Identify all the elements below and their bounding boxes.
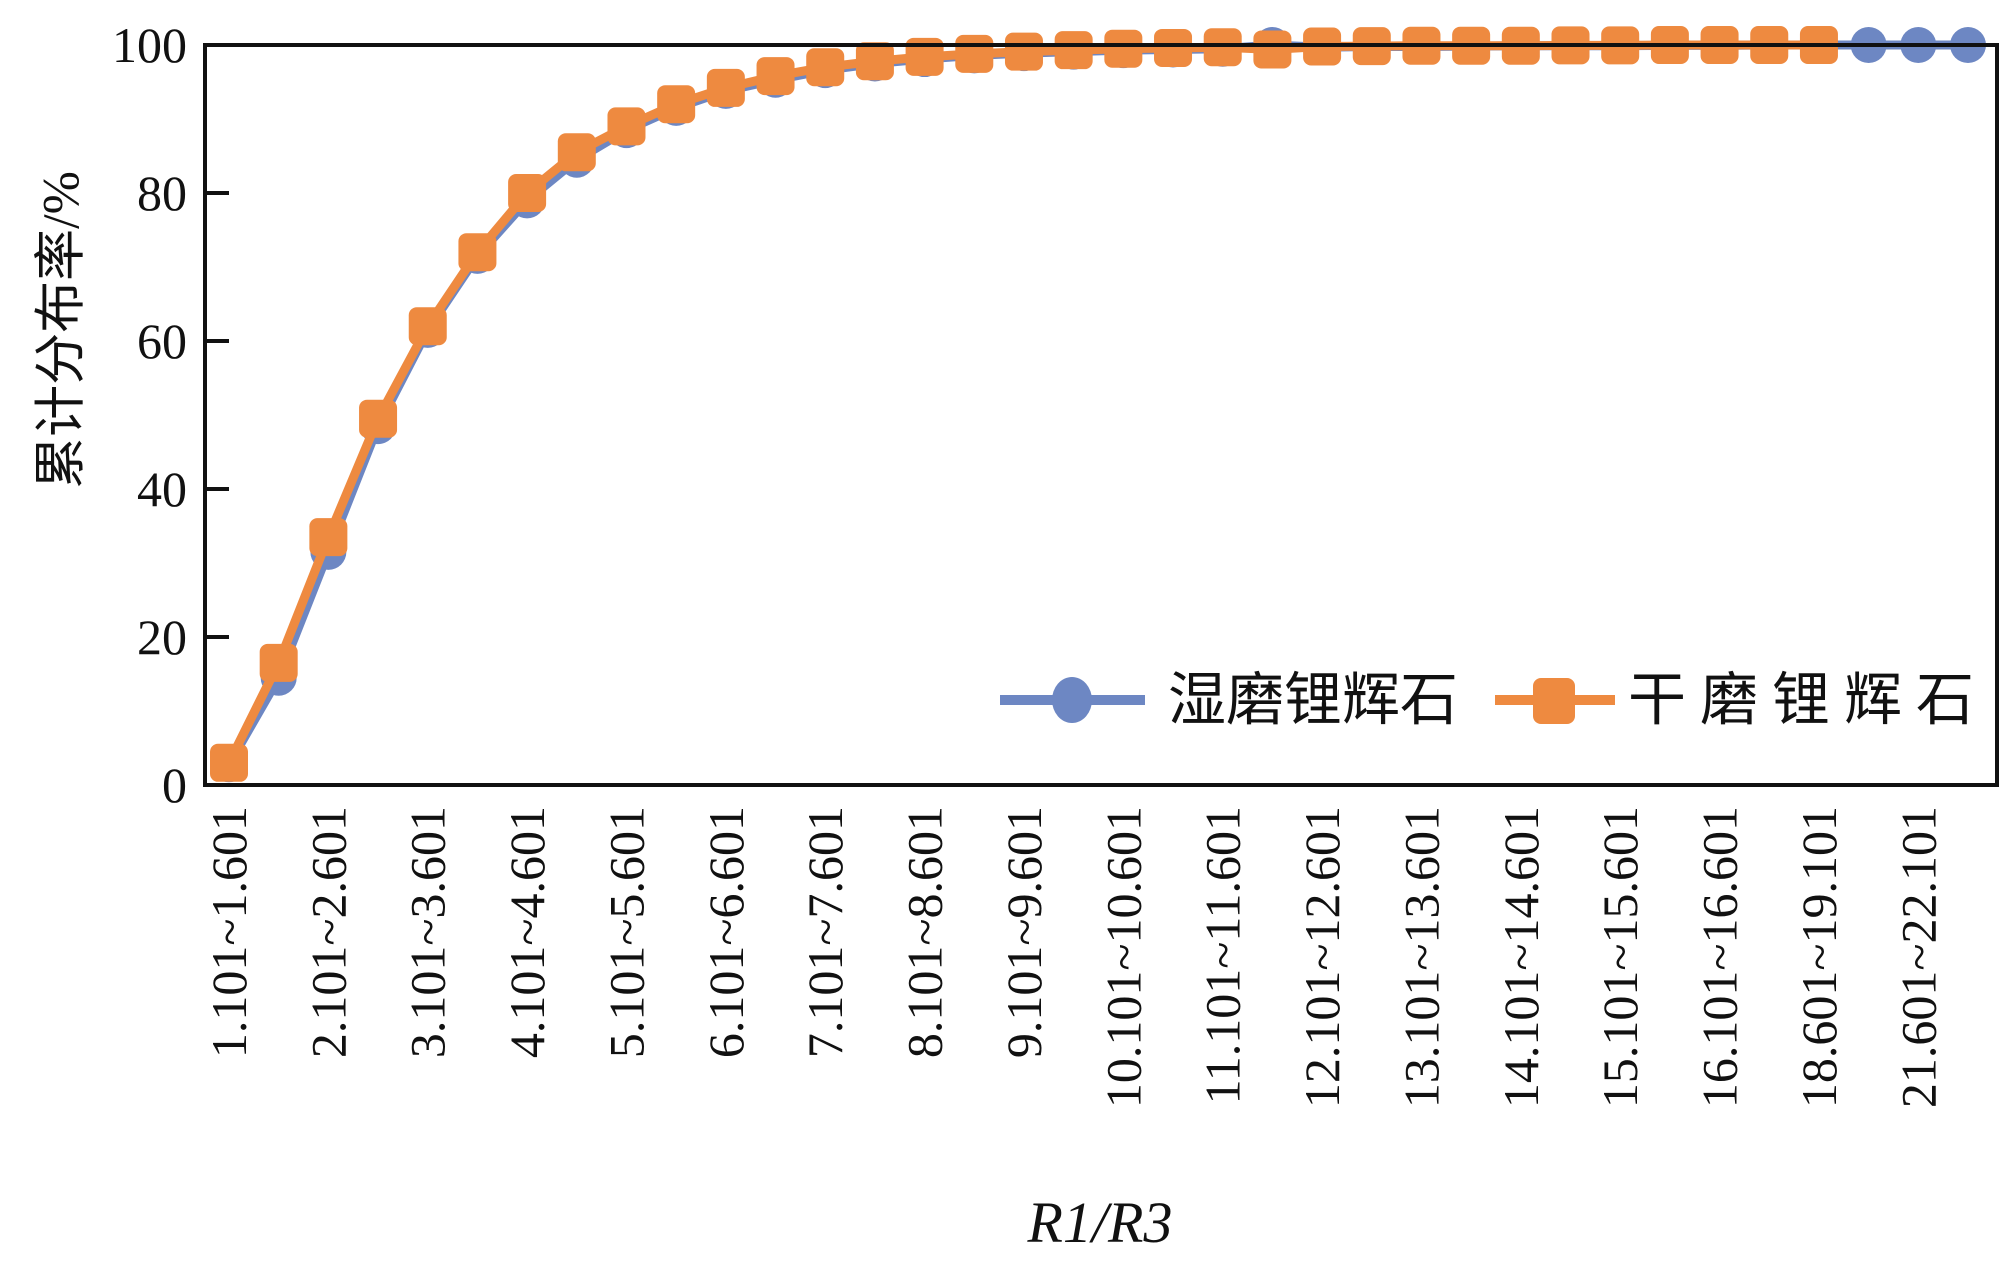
- x-tick-label: 7.101~7.601: [797, 806, 853, 1058]
- data-point-square: [1004, 32, 1043, 71]
- data-point-square: [408, 307, 447, 346]
- data-point-square: [557, 133, 596, 172]
- data-point-square: [955, 34, 994, 73]
- legend-label-wet: 湿磨锂辉石: [1168, 668, 1458, 733]
- legend-item-dry: 干磨锂辉石: [1495, 668, 1988, 733]
- data-point-square: [458, 233, 497, 272]
- series-line-dry: [224, 40, 1824, 768]
- plot-frame: [203, 43, 1999, 787]
- x-tick-label: 6.101~6.601: [698, 806, 754, 1058]
- legend-circle-marker: [1052, 677, 1092, 723]
- x-tick-label: 2.101~2.601: [300, 806, 356, 1058]
- plot-frame-rect: [203, 43, 1999, 787]
- data-point-square: [508, 174, 547, 212]
- axes: 0 20 40 60 80 100 1.101~1.601 2.101~2.601 3.101~…: [112, 17, 1946, 1108]
- y-tick-label: 100: [112, 17, 187, 73]
- y-tick-label: 60: [137, 313, 187, 369]
- data-point-square: [905, 37, 944, 76]
- data-point-square: [1054, 31, 1093, 70]
- data-point-square: [657, 85, 696, 124]
- x-axis-title: R1/R3: [1027, 1190, 1173, 1255]
- data-point-square: [210, 743, 248, 782]
- y-tick-label: 80: [137, 165, 187, 221]
- x-tick-label: 1.101~1.601: [201, 806, 257, 1058]
- x-tick-label: 10.101~10.601: [1095, 806, 1151, 1108]
- y-tick-label: 40: [137, 461, 187, 517]
- x-tick-label: 11.101~11.601: [1195, 806, 1251, 1104]
- data-point-square: [309, 518, 348, 557]
- x-tick-label: 16.101~16.601: [1692, 806, 1748, 1108]
- x-tick-label: 3.101~3.601: [400, 806, 456, 1058]
- data-point-square: [806, 48, 845, 87]
- x-tick-label: 15.101~15.601: [1592, 806, 1648, 1108]
- legend-label-dry: 干磨锂辉石: [1628, 668, 1988, 733]
- x-tick-label: 9.101~9.601: [996, 806, 1052, 1058]
- data-point-square: [1203, 28, 1242, 67]
- data-point-square: [855, 42, 894, 81]
- series-line-wet: [224, 40, 1973, 769]
- data-point-square: [1104, 29, 1143, 68]
- data-point-square: [756, 57, 795, 96]
- x-tick-label: 14.101~14.601: [1493, 806, 1549, 1108]
- x-tick-label: 8.101~8.601: [897, 806, 953, 1058]
- series-dry: [210, 26, 1838, 782]
- data-point-square: [259, 643, 298, 682]
- legend-item-wet: 湿磨锂辉石: [1000, 668, 1458, 733]
- x-tick-label: 12.101~12.601: [1294, 806, 1350, 1108]
- y-tick-label: 20: [137, 609, 187, 665]
- data-point-square: [706, 68, 745, 107]
- data-point-square: [607, 107, 646, 146]
- data-point-square: [1154, 28, 1193, 67]
- x-tick-label: 21.601~22.101: [1890, 806, 1946, 1108]
- x-tick-label: 18.601~19.101: [1791, 806, 1847, 1108]
- x-tick-label: 5.101~5.601: [598, 806, 654, 1058]
- data-point-square: [359, 399, 398, 438]
- y-axis-title: 累计分布率/%: [34, 171, 91, 489]
- x-tick-label: 4.101~4.601: [499, 806, 555, 1058]
- x-tick-label: 13.101~13.601: [1393, 806, 1449, 1108]
- data-point-square: [1253, 30, 1292, 69]
- y-tick-label: 0: [162, 757, 187, 813]
- legend: 湿磨锂辉石 干磨锂辉石: [1000, 668, 1988, 733]
- legend-square-marker: [1533, 678, 1575, 724]
